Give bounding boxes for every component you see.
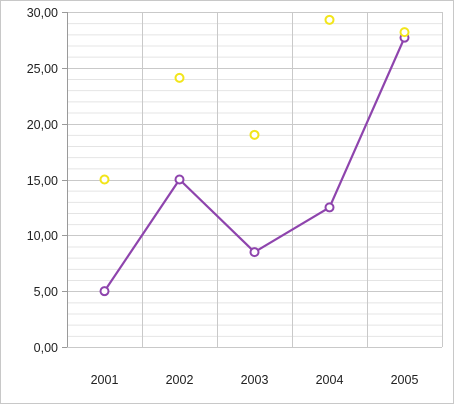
- y-tick-label: 0,00: [34, 341, 58, 355]
- x-tick-label: 2002: [166, 373, 194, 387]
- axes: [62, 12, 68, 348]
- series-layer: [99, 14, 410, 297]
- data-point: [249, 247, 260, 258]
- y-tick-label: 5,00: [34, 285, 58, 299]
- data-point: [399, 27, 410, 38]
- y-tick-label: 30,00: [27, 6, 58, 20]
- y-tick-label: 20,00: [27, 118, 58, 132]
- data-point: [249, 129, 260, 140]
- data-point: [324, 14, 335, 25]
- x-tick-label: 2004: [316, 373, 344, 387]
- data-point: [99, 174, 110, 185]
- x-tick-label: 2003: [241, 373, 269, 387]
- x-tick-label: 2005: [391, 373, 419, 387]
- data-point: [324, 202, 335, 213]
- vertical-gridlines: [142, 12, 443, 347]
- y-tick-label: 10,00: [27, 229, 58, 243]
- x-axis-tick-labels: 2001 2002 2003 2004 2005: [91, 373, 419, 387]
- y-axis-tick-labels: 0,00 5,00 10,00 15,00 20,00 25,00 30,00: [27, 6, 58, 355]
- series-2: [99, 14, 410, 185]
- y-tick-label: 25,00: [27, 62, 58, 76]
- y-tick-label: 15,00: [27, 174, 58, 188]
- series-1: [99, 32, 410, 297]
- major-gridlines: [67, 12, 442, 348]
- data-point: [174, 72, 185, 83]
- x-tick-label: 2001: [91, 373, 119, 387]
- data-point: [99, 286, 110, 297]
- data-point: [174, 174, 185, 185]
- minor-gridlines: [67, 23, 442, 337]
